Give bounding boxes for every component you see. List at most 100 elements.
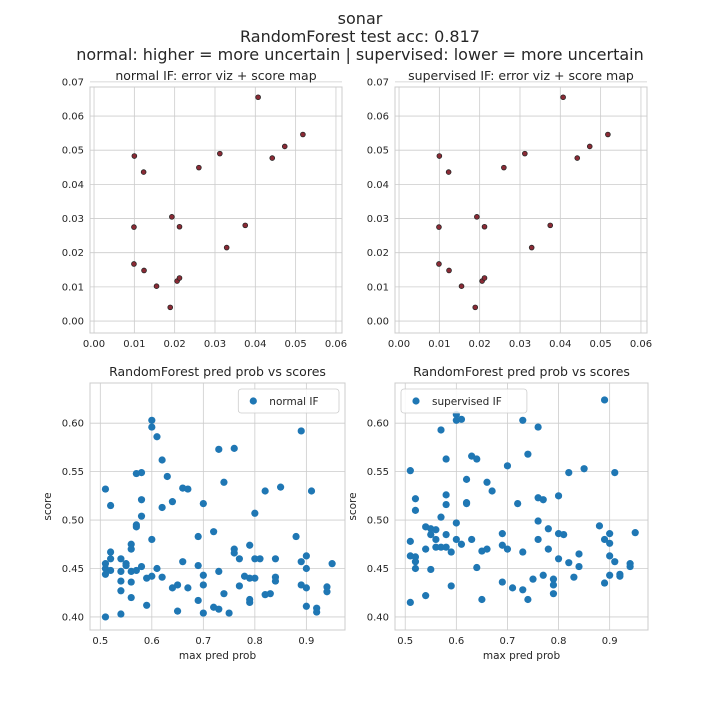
supervised-if-prob-point <box>565 468 573 477</box>
normal-if-prob-point <box>127 545 135 553</box>
normal-if-prob-legend-marker <box>249 397 257 405</box>
normal-if-prob-point <box>107 501 115 510</box>
supervised-if-prob-point <box>483 478 491 486</box>
supervised-if-prob-point <box>575 562 583 571</box>
supervised-if-error-point <box>605 131 611 138</box>
supervised-if-prob-point <box>626 562 634 571</box>
normal-if-error-point <box>131 153 138 159</box>
supervised-if-prob-x-tick-label: 0.8 <box>551 636 567 647</box>
supervised-if-error-y-tick-label: 0.04 <box>367 180 389 191</box>
supervised-if-prob-point <box>442 491 450 499</box>
normal-if-error-x-tick-label: 0.06 <box>325 339 347 350</box>
supervised-if-prob-point <box>503 462 512 470</box>
supervised-if-prob-point <box>600 396 609 404</box>
supervised-if-prob-point <box>606 539 614 547</box>
normal-if-prob-point <box>271 577 280 585</box>
normal-if-prob-point <box>302 564 310 573</box>
normal-if-prob-point <box>158 503 166 512</box>
supervised-if-prob-point <box>452 535 460 544</box>
normal-if-prob-point <box>127 578 135 586</box>
normal-if-prob-point <box>184 485 192 493</box>
supervised-if-prob-point <box>544 545 552 553</box>
normal-if-prob-point <box>307 487 316 495</box>
supervised-if-prob-title: RandomForest pred prob vs scores <box>413 364 630 379</box>
normal-if-error-point <box>169 214 175 220</box>
normal-if-error-frame <box>89 86 343 334</box>
normal-if-error-point <box>140 169 147 175</box>
supervised-if-prob-point <box>457 540 466 548</box>
normal-if-error-y-tick-label: 0.02 <box>62 248 84 259</box>
normal-if-prob-point <box>117 610 125 618</box>
normal-if-prob-point <box>173 581 182 589</box>
supervised-if-prob-point <box>462 475 471 483</box>
supervised-if-prob-xlabel: max pred prob <box>483 650 561 662</box>
supervised-if-prob-point <box>549 581 558 589</box>
supervised-if-prob-point <box>514 499 522 508</box>
supervised-if-prob-point <box>406 537 414 545</box>
supervised-if-prob-point <box>457 415 466 423</box>
supervised-if-prob-point <box>442 455 450 463</box>
normal-if-prob-point <box>132 566 140 575</box>
normal-if-prob-point <box>168 498 177 506</box>
supervised-if-error-point <box>445 169 452 175</box>
normal-if-error-x-tick-label: 0.02 <box>164 339 186 350</box>
supervised-if-error-x-tick-label: 0.04 <box>549 339 571 350</box>
normal-if-prob-point <box>101 485 110 493</box>
normal-if-prob-ylabel: score <box>42 492 54 520</box>
normal-if-prob-plot-area <box>90 383 345 630</box>
supervised-if-error-x-tick-label: 0.03 <box>509 339 531 350</box>
normal-if-error-point <box>269 155 276 161</box>
supervised-if-prob-point <box>534 423 542 431</box>
supervised-if-prob-point <box>600 579 609 587</box>
normal-if-prob-point <box>271 555 280 563</box>
supervised-if-prob-point <box>519 548 527 556</box>
normal-if-prob-point <box>297 427 305 435</box>
supervised-if-prob-point <box>406 467 414 475</box>
supervised-if-prob-point <box>606 571 614 579</box>
supervised-if-prob-point <box>600 535 609 544</box>
supervised-if-prob-point <box>580 465 588 473</box>
normal-if-prob-point <box>137 496 146 504</box>
supervised-if-prob-y-tick-label: 0.45 <box>367 564 389 575</box>
supervised-if-prob-point <box>611 558 619 566</box>
suptitle-dataset: sonar <box>338 9 383 28</box>
supervised-if-prob-x-tick-label: 0.7 <box>499 636 515 647</box>
supervised-if-prob-point <box>606 552 614 560</box>
supervised-if-prob-point <box>570 573 578 581</box>
normal-if-prob-point <box>302 584 310 592</box>
supervised-if-prob-point <box>544 525 552 533</box>
supervised-if-prob-point <box>442 530 450 539</box>
supervised-if-error-point <box>481 275 488 281</box>
supervised-if-prob-point <box>549 590 558 598</box>
supervised-if-prob-point <box>595 522 604 530</box>
normal-if-prob-x-tick-label: 0.7 <box>195 636 211 647</box>
supervised-if-prob-point <box>554 492 563 500</box>
supervised-if-prob-point <box>452 519 460 527</box>
supervised-if-prob-ylabel: score <box>347 492 359 520</box>
normal-if-error-plot-area <box>90 87 342 333</box>
supervised-if-prob-point <box>411 506 420 514</box>
normal-if-prob-x-tick-label: 0.9 <box>298 636 314 647</box>
normal-if-prob-point <box>143 601 151 609</box>
supervised-if-prob-point <box>432 543 440 551</box>
supervised-if-prob-legend-box <box>400 388 528 414</box>
supervised-if-error-x-tick-label: 0.02 <box>469 339 491 350</box>
supervised-if-error-point <box>528 244 535 251</box>
supervised-if-prob-y-tick-label: 0.40 <box>367 612 389 623</box>
normal-if-prob-point <box>158 456 166 464</box>
normal-if-error-point <box>176 223 183 230</box>
normal-if-prob-axes: 0.5 0.6 0.7 0.8 0.9 0.40 0.45 0.50 0.55 0.60 Rando… <box>42 364 346 662</box>
normal-if-error-y-tick-label: 0.01 <box>62 282 84 293</box>
normal-if-prob-y-tick-label: 0.60 <box>62 419 84 430</box>
supervised-if-error-axes: 0.00 0.01 0.02 0.03 0.04 0.05 0.06 0.00 0.01 0.02… <box>367 68 652 350</box>
normal-if-error-y-tick-label: 0.00 <box>62 317 84 328</box>
normal-if-prob-point <box>127 593 135 602</box>
supervised-if-prob-point <box>411 558 420 566</box>
supervised-if-error-y-tick-label: 0.05 <box>367 146 389 157</box>
supervised-if-prob-point <box>432 526 440 534</box>
normal-if-error-point <box>131 224 137 230</box>
supervised-if-error-x-tick-label: 0.05 <box>589 339 611 350</box>
normal-if-prob-y-tick-label: 0.55 <box>62 467 84 478</box>
supervised-if-prob-point <box>411 495 420 503</box>
